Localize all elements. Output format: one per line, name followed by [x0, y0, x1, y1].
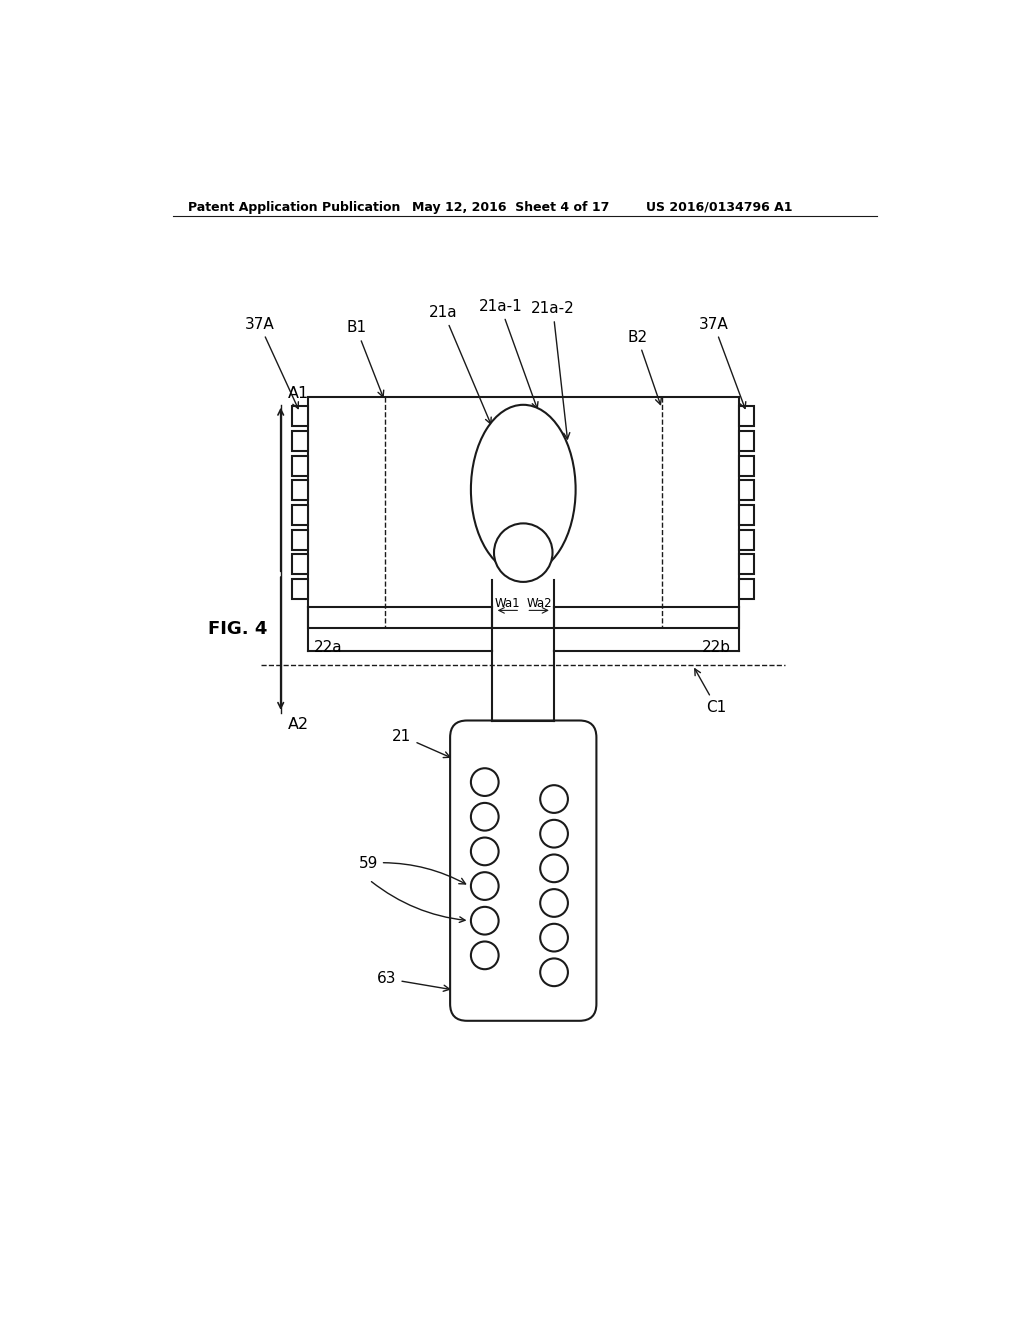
Text: 21: 21	[392, 729, 450, 758]
Text: B1: B1	[346, 321, 384, 397]
Circle shape	[471, 768, 499, 796]
Text: Wa2: Wa2	[526, 598, 552, 610]
Bar	[292, 579, 307, 599]
Text: 21a-1: 21a-1	[478, 298, 538, 408]
Circle shape	[471, 907, 499, 935]
Bar	[292, 480, 307, 500]
Text: 21a: 21a	[429, 305, 492, 424]
Text: 63: 63	[377, 972, 450, 991]
Bar	[739, 407, 755, 426]
Text: C1: C1	[695, 669, 727, 715]
Bar	[292, 407, 307, 426]
Text: 59: 59	[358, 855, 466, 884]
Ellipse shape	[471, 405, 575, 574]
Bar	[292, 430, 307, 451]
Bar	[739, 480, 755, 500]
Bar	[292, 455, 307, 475]
FancyBboxPatch shape	[451, 721, 596, 1020]
Circle shape	[494, 524, 553, 582]
Bar	[292, 506, 307, 525]
Circle shape	[541, 820, 568, 847]
Text: 22b: 22b	[702, 640, 731, 655]
Circle shape	[471, 873, 499, 900]
Circle shape	[541, 924, 568, 952]
Text: FIG. 4: FIG. 4	[208, 620, 267, 639]
Bar	[739, 579, 755, 599]
Text: A1: A1	[288, 385, 309, 401]
Text: A2: A2	[288, 717, 309, 731]
Bar	[292, 554, 307, 574]
Bar	[739, 529, 755, 549]
Circle shape	[541, 785, 568, 813]
Circle shape	[541, 958, 568, 986]
Text: 22a: 22a	[313, 640, 342, 655]
Bar	[739, 506, 755, 525]
Bar	[292, 529, 307, 549]
Text: Wa1: Wa1	[495, 598, 520, 610]
Circle shape	[471, 803, 499, 830]
Circle shape	[471, 941, 499, 969]
Circle shape	[541, 890, 568, 917]
Text: Patent Application Publication: Patent Application Publication	[188, 201, 400, 214]
Text: 21a-2: 21a-2	[531, 301, 574, 440]
Bar	[307, 397, 739, 628]
Text: 37A: 37A	[698, 317, 745, 408]
Text: 37A: 37A	[245, 317, 298, 409]
Circle shape	[541, 854, 568, 882]
Text: US 2016/0134796 A1: US 2016/0134796 A1	[646, 201, 793, 214]
Bar	[739, 554, 755, 574]
Bar	[739, 430, 755, 451]
Text: May 12, 2016  Sheet 4 of 17: May 12, 2016 Sheet 4 of 17	[412, 201, 609, 214]
Circle shape	[471, 837, 499, 866]
Bar	[739, 455, 755, 475]
Text: B2: B2	[628, 330, 662, 404]
